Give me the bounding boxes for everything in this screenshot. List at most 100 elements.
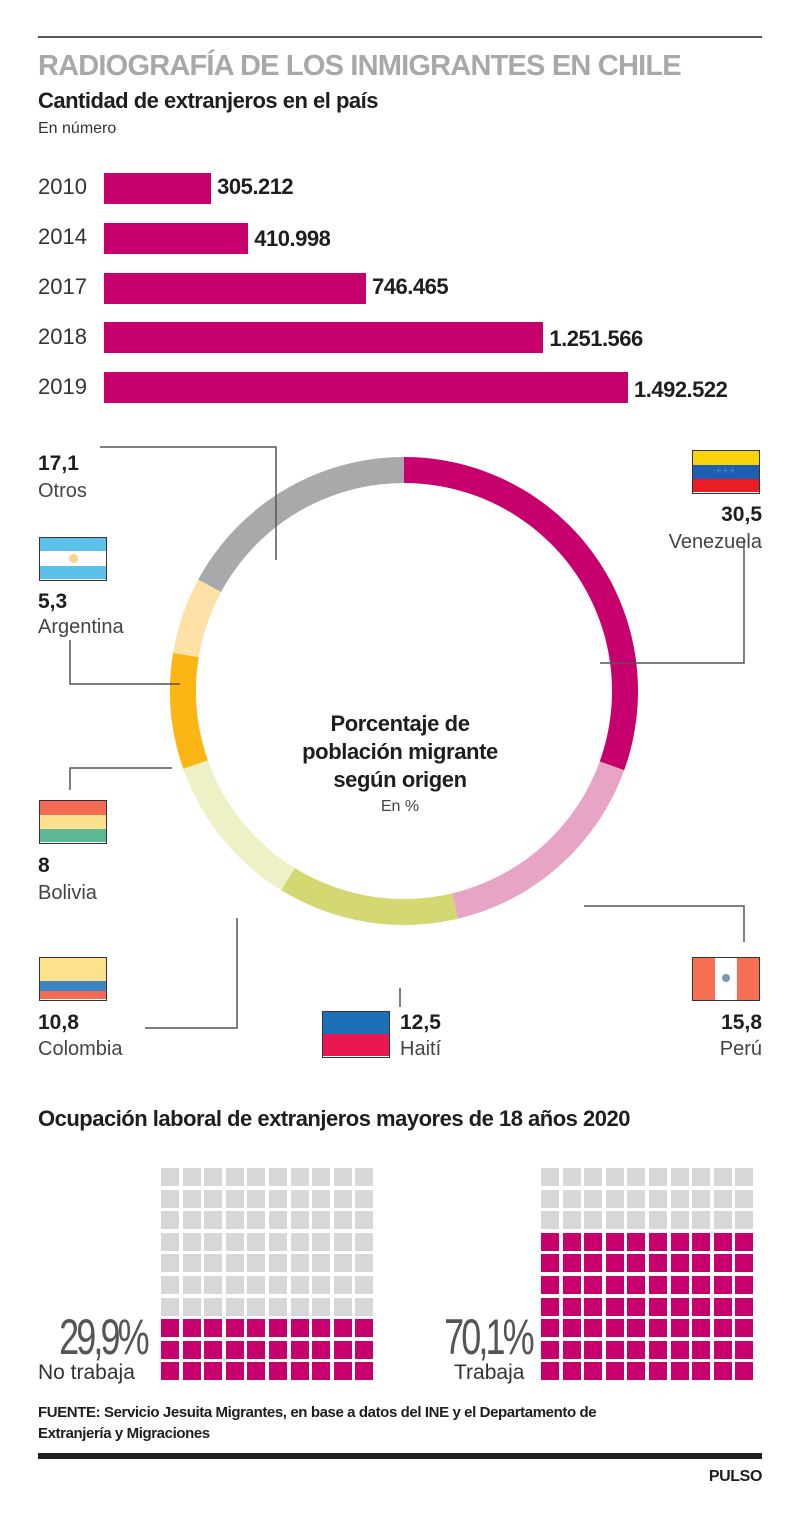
venezuela-flag-icon: ⁘⁘⁘ <box>692 450 760 494</box>
donut-segments <box>170 457 638 925</box>
waffle-cell-empty <box>333 1211 352 1230</box>
waffle-trabaja <box>541 1168 754 1381</box>
waffle-cell-filled <box>627 1254 646 1273</box>
bar-category-label: 2019 <box>38 374 87 399</box>
waffle-cell-empty <box>541 1168 559 1186</box>
waffle-cell-filled <box>735 1362 754 1381</box>
waffle-cell-empty <box>225 1189 244 1208</box>
waffle-cell-empty <box>268 1297 287 1316</box>
pct-no-trabaja: 29,9% <box>59 1309 150 1365</box>
donut-chart <box>69 446 745 1029</box>
waffle-cell-empty <box>182 1254 201 1273</box>
pct-trabaja: 70,1% <box>444 1309 535 1365</box>
slice-value-colombia: 10,8 <box>38 1011 79 1034</box>
waffle-cell-empty <box>648 1189 667 1208</box>
waffle-cell-filled <box>333 1362 352 1381</box>
slice-value-peru: 15,8 <box>721 1011 762 1034</box>
label-trabaja: Trabaja <box>454 1361 525 1384</box>
waffle-cell-empty <box>290 1232 309 1251</box>
waffle-cell-filled <box>735 1254 754 1273</box>
waffle-cell-filled <box>605 1319 624 1338</box>
waffle-cell-empty <box>355 1211 374 1230</box>
waffle-cell-empty <box>670 1211 689 1230</box>
waffle-cell-filled <box>584 1319 603 1338</box>
waffle-cell-filled <box>627 1275 646 1294</box>
waffle-cell-filled <box>562 1340 581 1359</box>
waffle-cell-filled <box>605 1340 624 1359</box>
waffle-cell-filled <box>735 1275 754 1294</box>
waffle-cell-empty <box>627 1211 646 1230</box>
waffle-cell-filled <box>713 1275 732 1294</box>
waffle-cell-empty <box>312 1211 331 1230</box>
slice-name-peru: Perú <box>719 1038 762 1060</box>
bar-category-label: 2017 <box>38 274 87 299</box>
label-no-trabaja: No trabaja <box>38 1361 135 1384</box>
waffle-cell-filled <box>648 1297 667 1316</box>
slice-name-haiti: Haití <box>400 1038 442 1060</box>
waffle-cell-empty <box>247 1232 266 1251</box>
waffle-cell-filled <box>562 1254 581 1273</box>
waffle-cell-filled <box>312 1340 331 1359</box>
waffle-cell-filled <box>161 1340 179 1359</box>
waffle-cell-empty <box>204 1275 223 1294</box>
waffle-cell-filled <box>627 1362 646 1381</box>
waffle-cell-empty <box>627 1168 646 1186</box>
slice-value-bolivia: 8 <box>38 854 50 877</box>
colombia-flag-icon <box>39 957 107 1001</box>
waffle-cell-empty <box>204 1168 223 1186</box>
waffle-cell-filled <box>312 1319 331 1338</box>
waffle-cell-empty <box>161 1211 179 1230</box>
waffle-cell-empty <box>290 1275 309 1294</box>
leader-line-bolivia <box>69 767 172 790</box>
bar-value-label: 1.492.522 <box>634 377 728 402</box>
waffle-cell-filled <box>605 1297 624 1316</box>
waffle-cell-empty <box>355 1168 374 1186</box>
donut-slice-haiti <box>281 868 458 925</box>
waffle-cell-filled <box>584 1297 603 1316</box>
waffle-cell-empty <box>605 1168 624 1186</box>
waffle-cell-filled <box>648 1340 667 1359</box>
waffle-cell-filled <box>584 1340 603 1359</box>
kicker-title: RADIOGRAFÍA DE LOS INMIGRANTES EN CHILE <box>38 50 682 82</box>
waffle-cell-filled <box>541 1362 559 1381</box>
waffle-cell-filled <box>225 1340 244 1359</box>
waffle-cell-filled <box>713 1362 732 1381</box>
bar-category-label: 2014 <box>38 224 87 249</box>
waffle-cell-filled <box>713 1319 732 1338</box>
waffle-cell-filled <box>584 1254 603 1273</box>
slice-value-venezuela: 30,5 <box>721 503 762 526</box>
waffle-cell-empty <box>204 1297 223 1316</box>
waffle-no-trabaja <box>161 1168 374 1381</box>
waffle-cell-filled <box>713 1232 732 1251</box>
waffle-cell-filled <box>541 1319 559 1338</box>
slice-name-bolivia: Bolivia <box>38 882 97 904</box>
waffle-cell-filled <box>290 1362 309 1381</box>
slice-value-argentina: 5,3 <box>38 590 68 613</box>
waffle-cell-empty <box>268 1254 287 1273</box>
top-rule <box>38 36 762 38</box>
waffle-cell-empty <box>312 1254 331 1273</box>
waffle-cell-filled <box>670 1232 689 1251</box>
slice-name-venezuela: Venezuela <box>668 531 762 553</box>
donut-slice-argentina <box>173 579 222 658</box>
donut-slice-peru <box>451 761 625 919</box>
waffle-cell-empty <box>268 1232 287 1251</box>
bar-value-label: 1.251.566 <box>549 326 643 351</box>
waffle-cell-empty <box>225 1232 244 1251</box>
waffle-cell-filled <box>290 1319 309 1338</box>
donut-slice-bolivia <box>170 652 208 769</box>
waffle-cell-empty <box>713 1211 732 1230</box>
waffle-cell-empty <box>355 1189 374 1208</box>
haiti-flag-icon <box>322 1011 390 1058</box>
waffle-cell-filled <box>648 1275 667 1294</box>
waffle-cell-empty <box>605 1189 624 1208</box>
waffle-cell-empty <box>182 1297 201 1316</box>
waffle-cell-filled <box>605 1232 624 1251</box>
bar-category-label: 2018 <box>38 324 87 349</box>
donut-slice-venezuela <box>404 457 638 771</box>
waffle-cell-empty <box>161 1168 179 1186</box>
bar <box>104 173 212 204</box>
waffle-cell-filled <box>713 1254 732 1273</box>
waffle-cell-filled <box>182 1340 201 1359</box>
waffle-cell-filled <box>562 1232 581 1251</box>
